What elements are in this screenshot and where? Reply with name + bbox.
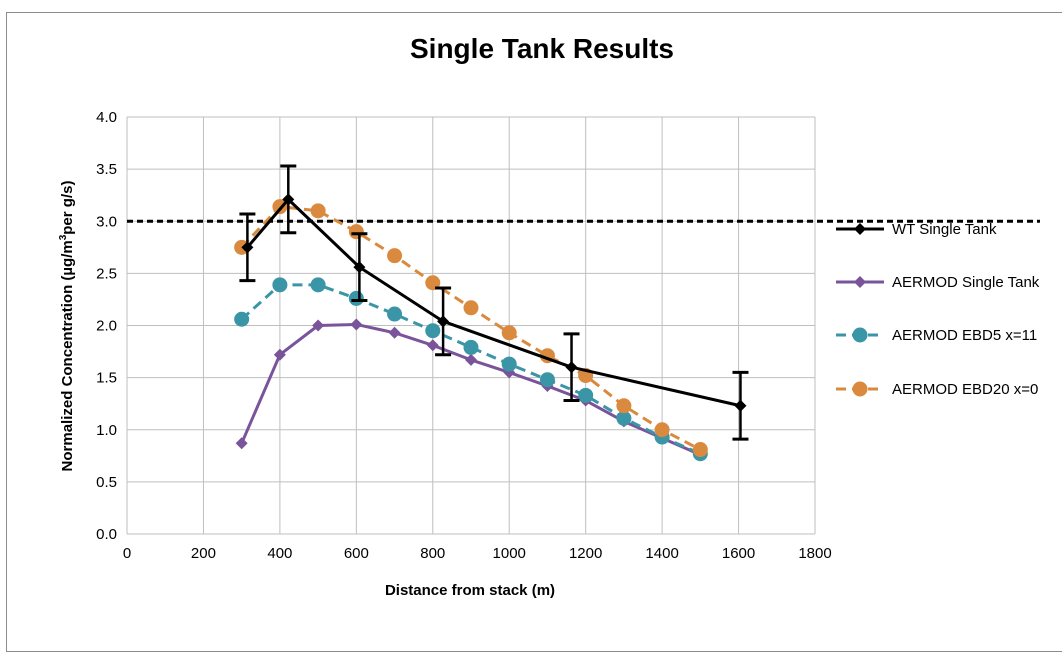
y-tick-label: 4.0: [96, 109, 117, 126]
data-point: [310, 277, 326, 293]
x-tick-label: 1200: [569, 545, 602, 562]
data-point: [425, 323, 441, 339]
legend-label: WT Single Tank: [892, 221, 997, 238]
data-point: [426, 339, 439, 352]
grid: [126, 116, 816, 535]
data-point: [241, 241, 254, 254]
series-0: [239, 164, 749, 441]
data-point: [353, 261, 366, 274]
legend-item: WT Single Tank: [836, 221, 997, 238]
y-axis-label: Normalized Concentration (µg/m3per g/s): [58, 181, 76, 472]
data-point: [387, 306, 403, 322]
y-tick-label: 0.5: [96, 474, 117, 491]
legend-label: AERMOD EBD20 x=0: [892, 381, 1038, 398]
y-tick-label: 3.0: [96, 213, 117, 230]
legend-item: AERMOD EBD5 x=11: [836, 327, 1037, 344]
legend-item: AERMOD Single Tank: [836, 274, 1040, 291]
data-point: [565, 361, 578, 374]
data-point: [501, 325, 517, 341]
x-tick-label: 1400: [645, 545, 678, 562]
x-tick-label: 200: [191, 545, 216, 562]
legend-item: AERMOD EBD20 x=0: [836, 381, 1038, 398]
y-tick-label: 1.5: [96, 370, 117, 387]
data-point: [312, 319, 325, 332]
chart-title: Single Tank Results: [410, 33, 674, 64]
data-point: [273, 348, 286, 361]
series-3: [234, 199, 708, 458]
series-line: [240, 205, 702, 451]
data-point: [539, 372, 555, 388]
y-tick-label: 0.0: [96, 526, 117, 543]
tick-labels: 0 200 400 600 800 1000 1200 1400 1600 1800 0.0 0.5 1…: [96, 109, 832, 562]
data-point: [387, 248, 403, 264]
x-tick-label: 400: [267, 545, 292, 562]
data-point: [465, 353, 477, 366]
x-tick-label: 800: [420, 545, 445, 562]
data-point: [692, 442, 708, 458]
data-point: [854, 276, 866, 288]
data-point: [463, 339, 479, 355]
x-tick-label: 1000: [493, 545, 526, 562]
data-point: [463, 300, 479, 316]
data-point: [616, 410, 632, 426]
x-tick-label: 1800: [798, 545, 831, 562]
data-point: [734, 399, 747, 412]
y-axis-label-prefix: Normalized Concentration (µg/m: [59, 240, 76, 471]
data-point: [310, 203, 326, 219]
chart-frame: [6, 12, 1062, 652]
data-point: [350, 318, 363, 331]
data-point: [388, 326, 401, 339]
x-tick-label: 600: [344, 545, 369, 562]
y-axis-label-suffix: per g/s): [59, 181, 76, 235]
data-point: [348, 224, 364, 240]
x-axis-label: Distance from stack (m): [385, 582, 555, 599]
data-point: [578, 387, 594, 403]
legend-label: AERMOD Single Tank: [892, 274, 1040, 291]
data-point: [852, 327, 868, 343]
data-point: [654, 422, 670, 438]
data-point: [501, 356, 517, 372]
legend-label: AERMOD EBD5 x=11: [892, 327, 1037, 344]
x-tick-label: 0: [123, 545, 131, 562]
y-tick-label: 3.5: [96, 161, 117, 178]
plot-area: [127, 164, 1040, 462]
x-tick-label: 1600: [722, 545, 755, 562]
data-point: [437, 315, 450, 328]
data-point: [272, 277, 288, 293]
data-point: [854, 223, 866, 235]
y-axis-label-sup: 3: [58, 234, 69, 240]
data-point: [282, 193, 295, 206]
y-tick-label: 2.0: [96, 318, 117, 335]
data-point: [234, 311, 250, 327]
legend: WT Single Tank AERMOD Single Tank AERMOD E…: [836, 221, 1040, 398]
data-point: [616, 398, 632, 414]
series-line: [246, 197, 741, 408]
series-2: [234, 277, 708, 462]
y-tick-label: 2.5: [96, 265, 117, 282]
data-point: [348, 290, 364, 306]
data-point: [235, 437, 248, 450]
data-point: [852, 381, 868, 397]
series-1: [235, 318, 707, 461]
y-tick-label: 1.0: [96, 422, 117, 439]
